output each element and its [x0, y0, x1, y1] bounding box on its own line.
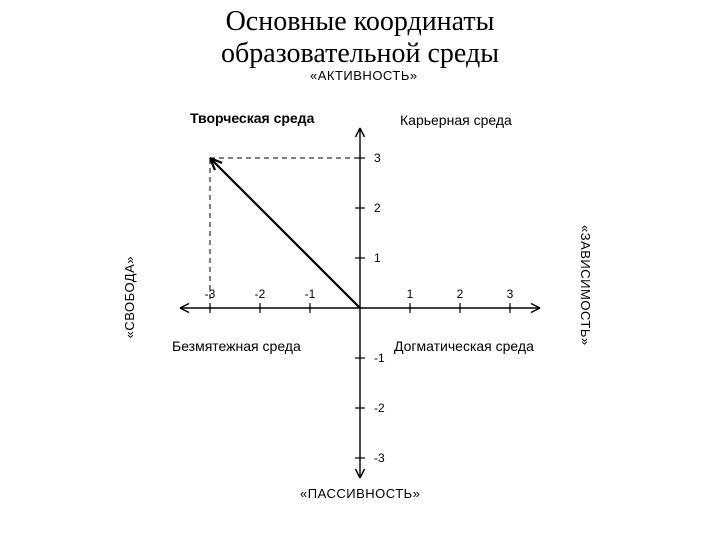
- axis-label-left: «СВОБОДА»: [122, 256, 137, 338]
- svg-text:2: 2: [374, 201, 381, 215]
- svg-text:1: 1: [374, 251, 381, 265]
- quadrant-q2: Творческая среда: [190, 110, 314, 126]
- svg-text:-2: -2: [255, 287, 266, 301]
- title-line-2: образовательной среды: [221, 38, 499, 69]
- svg-text:-1: -1: [305, 287, 316, 301]
- svg-text:-2: -2: [374, 401, 385, 415]
- axis-label-top: «АКТИВНОСТЬ»: [310, 68, 418, 83]
- title-line-1: Основные координаты: [226, 6, 495, 37]
- quadrant-q3: Безмятежная среда: [172, 338, 301, 354]
- svg-text:-3: -3: [374, 451, 385, 465]
- svg-text:-1: -1: [374, 351, 385, 365]
- svg-text:3: 3: [374, 151, 381, 165]
- svg-text:2: 2: [457, 287, 464, 301]
- diagram-stage: -3-2-1123123-1-2-3 «АКТИВНОСТЬ» «ПАССИВН…: [0, 70, 720, 540]
- page-title: Основные координаты образовательной сред…: [0, 0, 720, 70]
- svg-text:1: 1: [407, 287, 414, 301]
- axis-label-bottom: «ПАССИВНОСТЬ»: [300, 486, 420, 501]
- quadrant-q1: Карьерная среда: [400, 112, 512, 128]
- quadrant-q4: Догматическая среда: [394, 338, 534, 354]
- svg-text:3: 3: [507, 287, 514, 301]
- axis-label-right: «ЗАВИСИМОСТЬ»: [578, 225, 593, 346]
- coordinate-chart: -3-2-1123123-1-2-3: [0, 70, 720, 540]
